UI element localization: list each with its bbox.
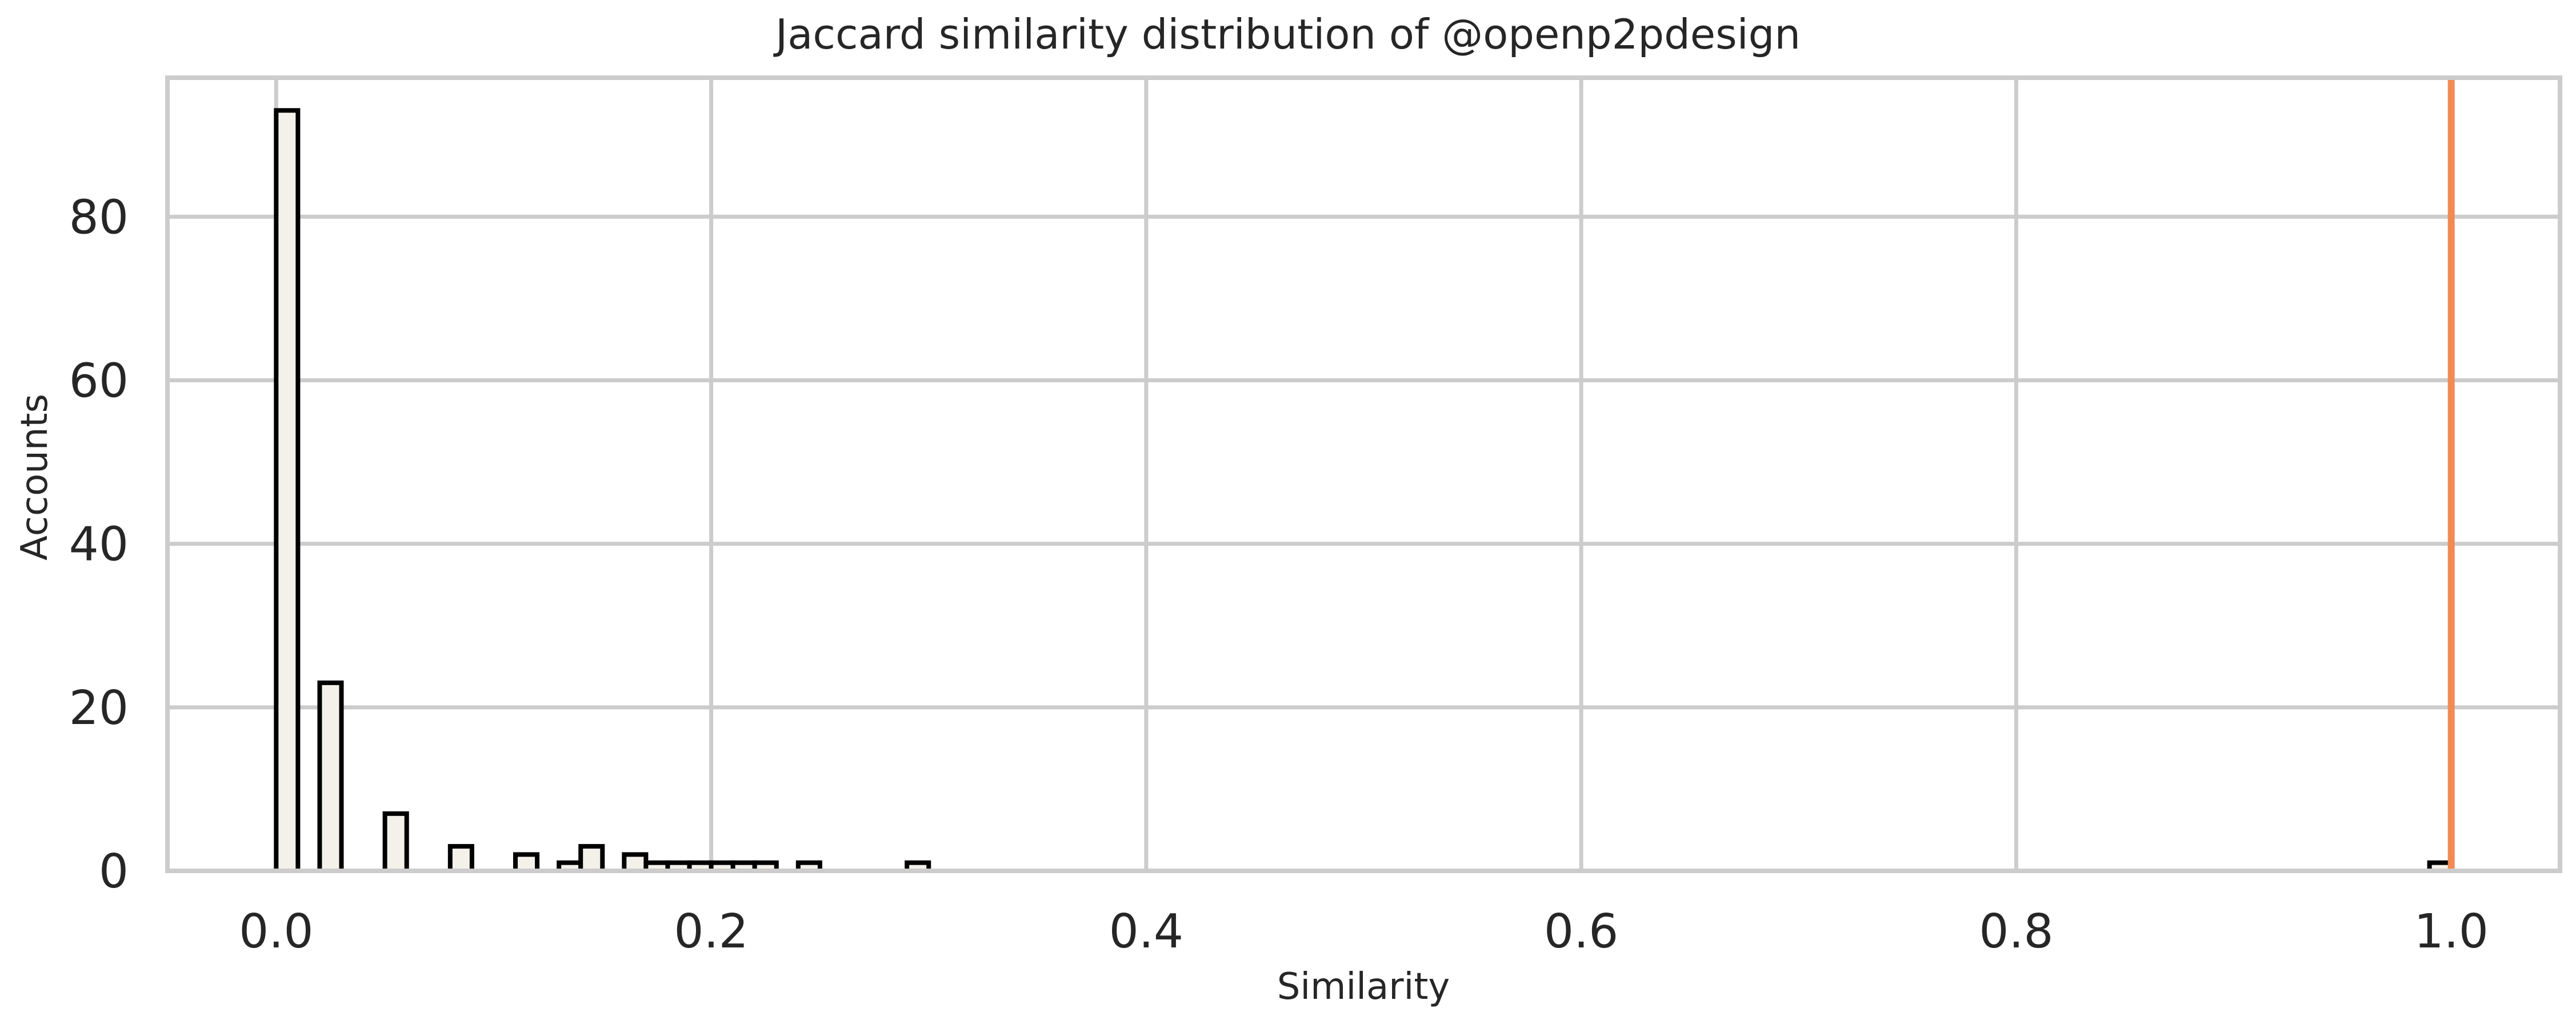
y-tick-label: 40 xyxy=(69,518,129,572)
y-tick-label: 80 xyxy=(69,190,129,245)
x-axis-label: Similarity xyxy=(1277,966,1450,1008)
x-tick-label: 0.8 xyxy=(1979,905,2053,959)
y-axis-label: Accounts xyxy=(14,394,56,561)
y-tick-label: 0 xyxy=(99,845,129,899)
plot-border xyxy=(165,75,2562,873)
histogram-bar xyxy=(274,108,301,874)
y-tick-label: 60 xyxy=(69,354,129,408)
histogram-bar xyxy=(622,852,649,874)
histogram-bars xyxy=(274,108,2454,874)
x-tick-label: 0.4 xyxy=(1109,905,1183,959)
histogram-bar xyxy=(447,844,474,873)
x-tick-labels: 0.0 0.2 0.4 0.6 0.8 1.0 xyxy=(239,905,2489,959)
histogram-bar xyxy=(578,844,605,873)
x-tick-label: 0.6 xyxy=(1544,905,1618,959)
y-tick-labels: 0 20 40 60 80 xyxy=(69,190,129,899)
x-tick-label: 1.0 xyxy=(2414,905,2488,959)
chart-title: Jaccard similarity distribution of @open… xyxy=(773,10,1801,58)
x-tick-label: 0.2 xyxy=(674,905,748,959)
histogram-bar xyxy=(513,852,540,874)
histogram-bar xyxy=(382,811,409,874)
histogram-bar xyxy=(317,680,344,873)
grid-lines xyxy=(167,78,2560,873)
plot-frame xyxy=(165,75,2562,873)
x-tick-label: 0.0 xyxy=(239,905,313,959)
y-tick-label: 20 xyxy=(69,681,129,735)
